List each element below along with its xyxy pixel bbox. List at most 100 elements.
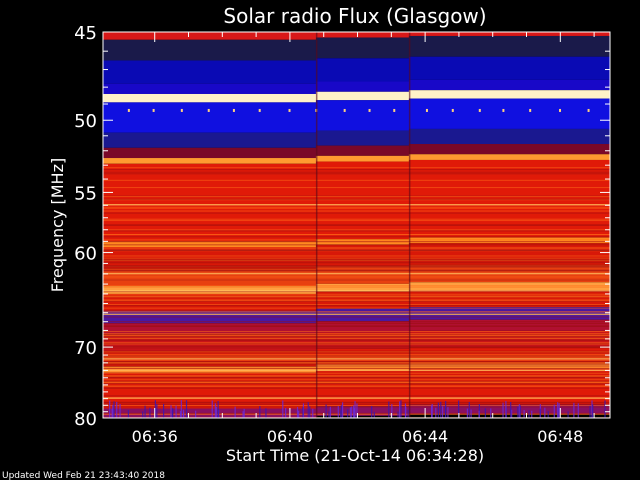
spectrogram-streak — [103, 299, 610, 301]
spectrogram-band — [103, 293, 317, 311]
spectrogram-noise — [111, 408, 113, 418]
spectrogram-streak — [103, 279, 610, 281]
spectrogram-band — [315, 58, 410, 82]
spectrogram-noise — [435, 407, 437, 418]
spectrogram-noise — [399, 401, 401, 418]
spectrogram-noise — [354, 401, 356, 418]
spectrogram-noise — [484, 408, 487, 418]
spectrogram-noise — [347, 409, 349, 418]
spectrogram-streak — [103, 325, 610, 327]
spectrogram-band — [408, 154, 610, 160]
spectrogram-noise — [353, 405, 355, 418]
spectrogram-noise — [154, 400, 156, 418]
spectrogram-noise — [445, 401, 447, 418]
spectrogram-band — [408, 35, 610, 57]
spectrogram-noise — [175, 405, 177, 418]
spectrogram-streak — [103, 352, 610, 354]
spectrogram-streak — [103, 338, 610, 340]
spectrogram-band — [315, 37, 410, 59]
spectrogram-band — [408, 79, 610, 91]
spectrogram-streak — [103, 247, 610, 249]
spectrogram-streak — [103, 357, 610, 359]
spectrogram-streak — [103, 401, 610, 403]
spectrogram-streak — [103, 377, 610, 379]
spectrogram-streak — [103, 169, 610, 171]
spectrogram-noise — [557, 407, 559, 418]
spectrogram-noise — [391, 404, 393, 418]
spectrogram-noise — [215, 406, 218, 418]
chart-title: Solar radio Flux (Glasgow) — [223, 4, 486, 28]
spectrogram-band — [315, 155, 410, 162]
spectrogram-noise — [589, 405, 591, 418]
spectrogram-band — [103, 60, 317, 84]
spectrogram-streak — [103, 295, 610, 297]
y-tick-label: 50 — [74, 111, 97, 132]
spectrogram-band — [315, 283, 410, 292]
spectrogram-streak — [103, 276, 610, 278]
spectrogram-streak — [103, 360, 610, 362]
spectrogram-band — [408, 90, 610, 99]
spectrogram-band — [315, 100, 410, 131]
spectrogram-band — [315, 81, 410, 92]
spectrogram-streak — [103, 300, 610, 302]
spectrogram-marker — [587, 108, 590, 112]
spectrogram-noise — [567, 411, 569, 418]
spectrogram-noise — [544, 407, 546, 418]
spectrogram-bright-streak — [103, 290, 610, 292]
spectrogram-noise — [211, 400, 213, 418]
spectrogram-noise — [328, 411, 330, 418]
spectrogram-streak — [103, 325, 610, 327]
spectrogram-streak — [103, 336, 610, 338]
spectrogram-streak — [103, 171, 610, 173]
spectrogram-streak — [103, 300, 610, 302]
spectrogram-noise — [557, 402, 559, 418]
spectrogram-noise — [127, 410, 129, 418]
spectrogram-streak — [103, 187, 610, 189]
spectrogram-marker — [343, 108, 346, 112]
spectrogram-noise — [478, 410, 480, 418]
spectrogram-streak — [103, 220, 610, 222]
spectrogram-noise — [242, 411, 244, 418]
spectrogram-noise — [234, 406, 236, 418]
spectrogram-bright-streak — [103, 358, 610, 360]
spectrogram-streak — [103, 343, 610, 345]
y-tick-label: 80 — [74, 409, 97, 430]
spectrogram-noise — [351, 406, 353, 418]
spectrogram-streak — [103, 359, 610, 361]
spectrogram-noise — [349, 407, 351, 418]
spectrogram-streak — [103, 167, 610, 169]
spectrogram-band — [315, 32, 410, 38]
spectrogram-streak — [103, 244, 610, 246]
x-axis: 06:36 06:40 06:44 06:48 — [132, 32, 595, 446]
spectrogram-streak — [103, 339, 610, 341]
spectrogram-noise — [553, 404, 555, 418]
spectrogram-noise — [400, 400, 402, 418]
spectrogram-streak — [103, 347, 610, 349]
spectrogram-marker — [368, 108, 371, 112]
spectrogram-streak — [103, 260, 610, 262]
spectrogram-streak — [103, 291, 610, 293]
spectrogram-noise — [243, 408, 245, 418]
spectrogram-band — [103, 366, 317, 373]
spectrogram-band — [315, 266, 410, 284]
spectrogram-noise — [217, 408, 219, 418]
spectrogram-streak — [103, 375, 610, 377]
spectrogram-noise — [180, 400, 182, 418]
spectrogram-streak — [103, 266, 610, 268]
spectrogram-noise — [259, 406, 261, 418]
spectrogram-streak — [103, 331, 610, 333]
spectrogram-streak — [103, 321, 610, 323]
spectrogram-streak — [103, 173, 610, 175]
spectrogram-streak — [103, 296, 610, 298]
y-tick-label: 45 — [74, 23, 97, 44]
spectrogram-streak — [103, 363, 610, 365]
spectrogram-streak — [103, 239, 610, 241]
spectrogram-noise — [163, 403, 165, 418]
spectrogram-marker — [152, 108, 155, 112]
spectrogram-noise — [405, 406, 407, 418]
spectrogram-noise — [329, 406, 331, 418]
spectrogram-band — [103, 286, 317, 294]
spectrogram-band — [315, 161, 410, 240]
spectrogram-streak — [103, 375, 610, 377]
